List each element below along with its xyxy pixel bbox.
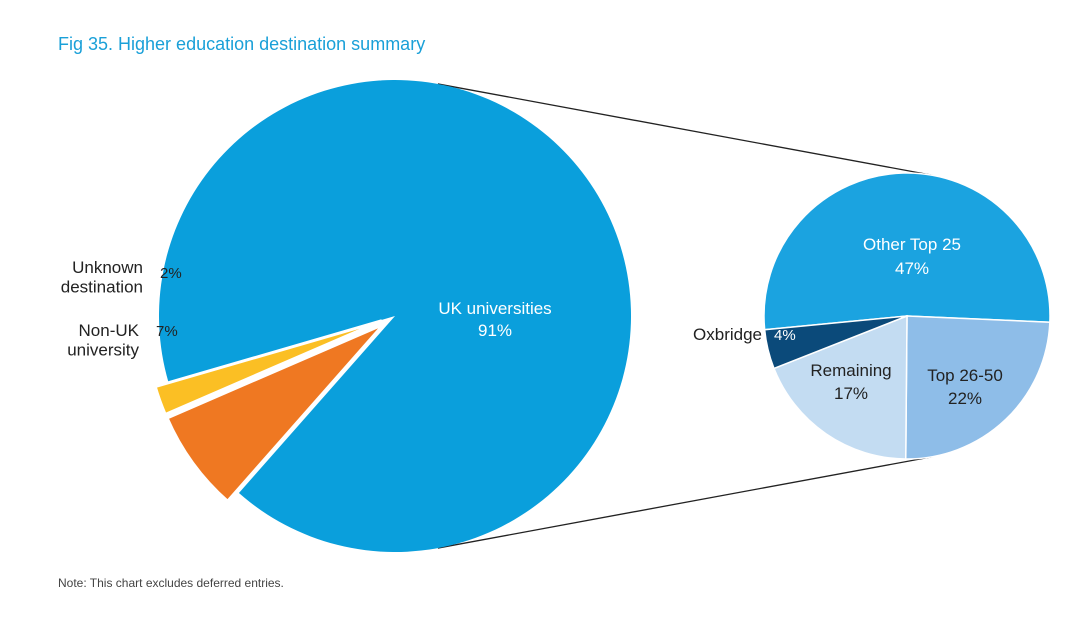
label-oxbridge: Oxbridge xyxy=(693,325,762,344)
slice-top-26-50 xyxy=(904,315,1051,460)
slice-uk-universities xyxy=(159,80,632,553)
value-oxbridge: 4% xyxy=(774,327,796,344)
label-top-26-50: Top 26-50 xyxy=(927,366,1003,385)
value-non-uk-university: 7% xyxy=(156,323,178,340)
value-other-top-25: 47% xyxy=(895,259,929,278)
slice-oxbridge xyxy=(763,315,908,370)
value-remaining: 17% xyxy=(834,384,868,403)
label-remaining: Remaining xyxy=(810,361,891,380)
slice-non-uk xyxy=(165,322,385,504)
main-pie xyxy=(153,80,632,553)
connector-lines xyxy=(437,83,934,549)
breakdown-pie xyxy=(763,172,1051,460)
slice-remaining xyxy=(772,314,908,460)
slice-other-top-25 xyxy=(763,172,1051,331)
slice-labels: UK universities 91% Unknown destination 2% No… xyxy=(61,235,1003,408)
chart-note: Note: This chart excludes deferred entri… xyxy=(58,576,284,590)
value-uk-universities: 91% xyxy=(478,321,512,340)
connector-line-top xyxy=(437,83,934,177)
label-uk-universities: UK universities xyxy=(438,299,551,318)
value-unknown-destination: 2% xyxy=(160,265,182,282)
label-unknown-destination: Unknown destination xyxy=(61,258,143,297)
label-other-top-25: Other Top 25 xyxy=(863,235,961,254)
connector-line-bottom xyxy=(437,455,934,549)
value-top-26-50: 22% xyxy=(948,389,982,408)
chart-title: Fig 35. Higher education destination sum… xyxy=(58,34,426,54)
slice-unknown xyxy=(153,319,383,417)
label-non-uk-university: Non-UK university xyxy=(67,321,139,360)
